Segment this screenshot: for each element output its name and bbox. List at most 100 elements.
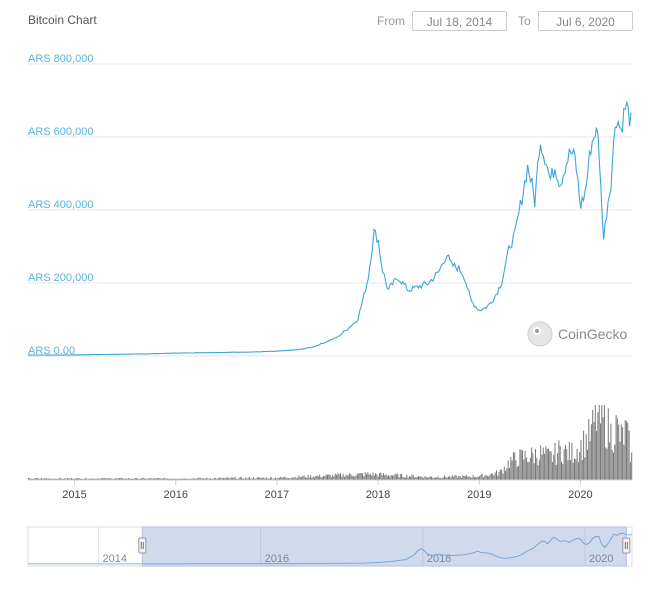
volume-bar — [444, 475, 445, 480]
volume-bar — [561, 461, 562, 480]
volume-bar — [353, 476, 354, 480]
volume-bar — [438, 477, 440, 480]
volume-bar — [316, 475, 318, 480]
volume-bar — [329, 474, 331, 480]
volume-bar — [107, 478, 109, 480]
volume-bar — [343, 477, 345, 480]
navigator-right-handle[interactable] — [622, 537, 631, 554]
volume-bar — [600, 423, 601, 480]
volume-bar — [80, 478, 81, 480]
volume-bar — [358, 473, 360, 480]
volume-bar — [76, 478, 78, 480]
volume-bar — [583, 430, 585, 480]
volume-bar — [477, 476, 479, 480]
volume-bar — [70, 478, 72, 480]
x-tick-label: 2020 — [568, 489, 592, 501]
to-date-input[interactable]: Jul 6, 2020 — [538, 11, 633, 31]
volume-bar — [74, 478, 76, 480]
volume-bar — [319, 474, 321, 480]
volume-bar — [522, 450, 523, 480]
volume-bar — [544, 453, 546, 480]
volume-bar — [304, 477, 306, 480]
volume-bar — [585, 434, 587, 480]
volume-bar — [73, 478, 75, 480]
volume-bar — [570, 460, 572, 480]
volume-bar — [332, 474, 334, 480]
volume-bar — [106, 478, 107, 480]
volume-bar — [180, 478, 182, 480]
volume-bar — [501, 469, 503, 480]
volume-bar — [44, 478, 46, 480]
navigator-left-handle[interactable] — [138, 537, 147, 554]
volume-bar — [259, 477, 261, 480]
volume-bar — [489, 474, 491, 480]
volume-bar — [141, 478, 143, 480]
volume-bar — [412, 475, 414, 480]
volume-bar — [191, 478, 193, 480]
volume-bar — [238, 477, 240, 480]
volume-bar — [364, 472, 366, 480]
volume-bar — [224, 478, 226, 480]
volume-bar — [386, 476, 388, 480]
volume-bar — [239, 477, 241, 480]
watermark-text: CoinGecko — [558, 326, 627, 342]
volume-bar — [342, 473, 344, 480]
volume-bar — [429, 476, 431, 480]
volume-bar — [61, 478, 63, 480]
volume-bar — [367, 472, 369, 480]
volume-bar — [389, 476, 391, 480]
volume-bar — [355, 475, 357, 480]
volume-bar — [112, 478, 114, 480]
volume-bar — [116, 478, 118, 480]
volume-bar — [394, 473, 396, 480]
volume-bar — [407, 477, 409, 480]
volume-bar — [406, 474, 408, 480]
volume-bar — [169, 478, 171, 480]
volume-bar — [620, 424, 622, 480]
volume-bar — [128, 478, 130, 480]
volume-bar — [445, 476, 447, 480]
navigator[interactable]: 2014 2016 2018 2020 — [27, 526, 633, 567]
volume-bar — [272, 478, 274, 480]
volume-bar — [415, 476, 417, 480]
volume-bar — [610, 423, 612, 480]
volume-bar — [473, 477, 475, 480]
volume-bar — [441, 477, 443, 480]
volume-bar — [78, 478, 80, 480]
volume-bar — [160, 478, 162, 480]
volume-bar — [589, 441, 591, 480]
volume-bar — [420, 476, 422, 480]
from-date-input[interactable]: Jul 18, 2014 — [412, 11, 507, 31]
volume-bar — [289, 478, 291, 480]
volume-bar — [31, 478, 33, 480]
volume-bar — [519, 449, 521, 480]
volume-bar — [29, 477, 31, 480]
gecko-logo-icon — [527, 321, 553, 347]
x-axis-labels: 2015 2016 2017 2018 2019 2020 — [62, 480, 593, 501]
volume-bar — [111, 478, 113, 480]
volume-bar — [172, 478, 174, 480]
volume-bar — [356, 473, 358, 480]
volume-bar — [609, 442, 611, 480]
volume-bar — [368, 474, 370, 480]
volume-bar — [60, 478, 62, 480]
price-series — [28, 100, 632, 356]
volume-bar — [433, 477, 435, 480]
volume-bar — [132, 478, 133, 480]
volume-bar — [217, 477, 219, 480]
volume-bar — [502, 473, 504, 480]
x-tick-label: 2018 — [366, 489, 390, 501]
volume-bar — [377, 476, 379, 480]
volume-bar — [334, 473, 336, 480]
volume-bar — [285, 477, 287, 480]
volume-bar — [99, 478, 101, 480]
navigator-selection[interactable] — [141, 526, 627, 567]
volume-bar — [198, 477, 200, 480]
volume-bar — [148, 478, 150, 480]
volume-bar — [371, 475, 373, 480]
volume-bar — [28, 478, 29, 480]
volume-bar — [615, 415, 617, 480]
volume-bar — [516, 466, 518, 480]
volume-bar — [52, 478, 54, 480]
volume-bar — [284, 476, 286, 480]
